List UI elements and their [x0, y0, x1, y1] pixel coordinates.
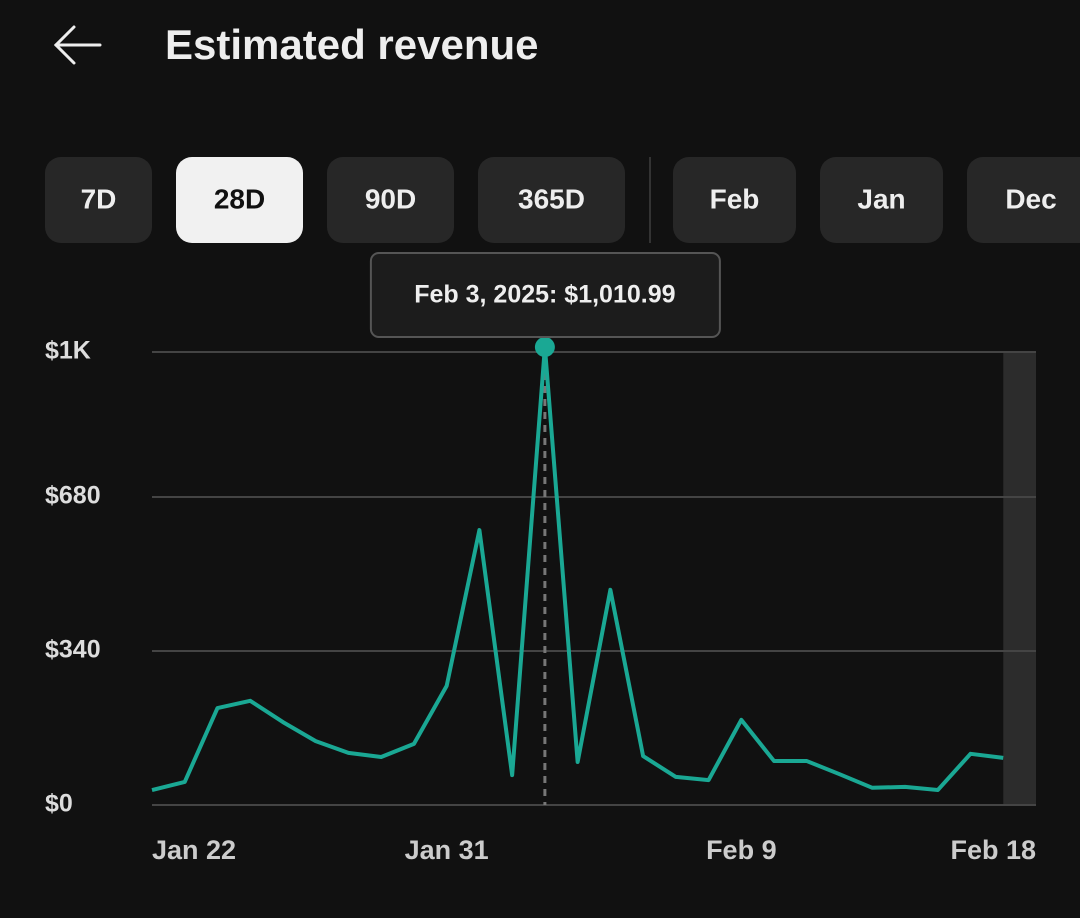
tab[interactable]: Feb: [673, 157, 796, 243]
tab-background: [45, 157, 152, 243]
y-tick-label: $0: [45, 790, 73, 818]
tab[interactable]: 7D: [45, 157, 152, 243]
x-tick-label: Jan 31: [405, 835, 489, 865]
tab-label: Feb: [710, 183, 760, 214]
x-tick-label: Jan 22: [152, 835, 236, 865]
tab[interactable]: Dec: [967, 157, 1080, 243]
tab-label: Jan: [857, 183, 905, 214]
back-button[interactable]: [53, 25, 102, 65]
x-tick-label: Feb 18: [950, 835, 1036, 865]
tab-background: [478, 157, 625, 243]
tab-background: [327, 157, 454, 243]
tab-background: [176, 157, 303, 243]
tab[interactable]: Jan: [820, 157, 943, 243]
tooltip-box: [369, 252, 721, 338]
page-title: Estimated revenue: [165, 21, 539, 68]
tab-label: 28D: [214, 183, 265, 214]
tab-bar: 7D 28D 90D 365D Feb Jan Dec: [45, 157, 1080, 243]
tab-label: Dec: [1005, 183, 1056, 214]
y-tick-label: $680: [45, 482, 101, 510]
arrow-head: [53, 25, 76, 65]
tab-background: [967, 157, 1080, 243]
tab-label: 7D: [81, 183, 117, 214]
y-tick-label: $1K: [45, 337, 91, 365]
highlight-dot: [534, 337, 555, 358]
tab[interactable]: 28D: [176, 157, 303, 243]
y-tick-label: $340: [45, 636, 101, 664]
pending-day-band: [1003, 352, 1036, 805]
tab[interactable]: 365D: [478, 157, 625, 243]
tab-background: [673, 157, 796, 243]
chart: $0 $340 $680 $1K Jan 22 Jan 31 Feb 9 Feb 18 Feb …: [45, 252, 1036, 865]
tab-background: [820, 157, 943, 243]
tab-label: 90D: [365, 183, 416, 214]
revenue-line: [151, 345, 1004, 793]
x-tick-label: Feb 9: [706, 835, 777, 865]
tab-label: 365D: [518, 183, 585, 214]
tooltip-text: Feb 3, 2025: $1,010.99: [414, 281, 675, 309]
tab[interactable]: 90D: [327, 157, 454, 243]
